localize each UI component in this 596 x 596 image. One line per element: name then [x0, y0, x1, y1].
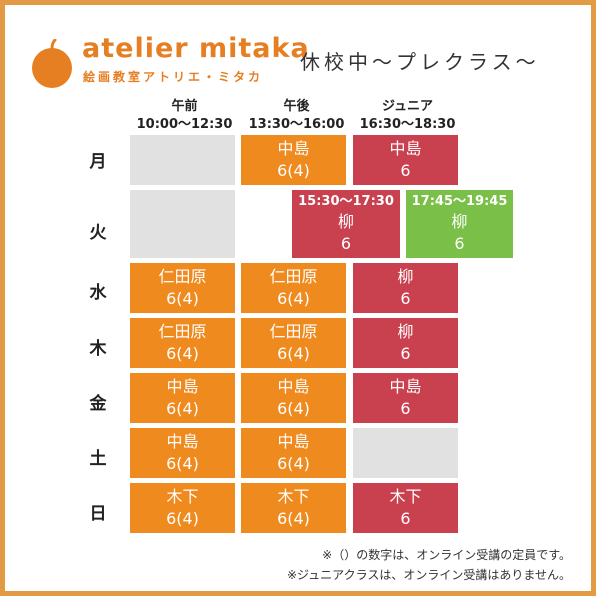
slot-time: 15:30〜17:30: [298, 194, 394, 209]
column-header-morning: 午前 10:00〜12:30: [127, 98, 242, 134]
slot-teacher: 木下: [277, 487, 310, 506]
slot-teacher: 中島: [277, 377, 310, 396]
column-time: 13:30〜16:00: [248, 117, 345, 132]
slot-teacher: 中島: [389, 139, 422, 158]
day-label-wed: 水: [89, 283, 107, 303]
day-label-sat: 土: [89, 449, 107, 469]
slot-capacity: 6(4): [277, 509, 310, 528]
slot-wed-morning[interactable]: 仁田原 6(4): [130, 263, 235, 313]
slot-teacher: 中島: [277, 139, 310, 158]
column-header-junior: ジュニア 16:30〜18:30: [350, 98, 465, 134]
slot-sun-junior[interactable]: 木下 6: [353, 483, 458, 533]
slot-mon-junior[interactable]: 中島 6: [353, 135, 458, 185]
slot-teacher: 中島: [277, 432, 310, 451]
slot-mon-afternoon[interactable]: 中島 6(4): [241, 135, 346, 185]
slot-thu-morning[interactable]: 仁田原 6(4): [130, 318, 235, 368]
slot-capacity: 6(4): [166, 454, 199, 473]
slot-time: 17:45〜19:45: [411, 194, 508, 209]
slot-teacher: 柳: [451, 212, 468, 231]
slot-wed-afternoon[interactable]: 仁田原 6(4): [241, 263, 346, 313]
slot-capacity: 6: [400, 399, 411, 418]
day-label-thu: 木: [89, 339, 107, 359]
slot-tue-red[interactable]: 15:30〜17:30 柳 6: [292, 190, 400, 258]
slot-capacity: 6: [340, 234, 352, 253]
slot-fri-morning[interactable]: 中島 6(4): [130, 373, 235, 423]
slot-capacity: 6(4): [166, 399, 199, 418]
slot-teacher: 中島: [166, 432, 199, 451]
slot-capacity: 6: [400, 344, 411, 363]
slot-mon-morning-empty: [130, 135, 235, 185]
slot-sun-afternoon[interactable]: 木下 6(4): [241, 483, 346, 533]
slot-capacity: 6(4): [277, 161, 310, 180]
brand-subtitle: 絵画教室アトリエ・ミタカ: [83, 70, 264, 84]
slot-capacity: 6(4): [277, 289, 310, 308]
column-name: ジュニア: [381, 99, 434, 114]
slot-teacher: 柳: [397, 267, 414, 286]
column-time: 16:30〜18:30: [359, 117, 456, 132]
slot-teacher: 中島: [389, 377, 422, 396]
apple-logo-icon: [32, 39, 72, 88]
slot-teacher: 木下: [166, 487, 199, 506]
slot-sat-afternoon[interactable]: 中島 6(4): [241, 428, 346, 478]
slot-capacity: 6(4): [277, 344, 310, 363]
slot-thu-junior[interactable]: 柳 6: [353, 318, 458, 368]
slot-teacher: 仁田原: [269, 322, 318, 341]
column-time: 10:00〜12:30: [136, 117, 233, 132]
slot-tue-morning-empty: [130, 190, 235, 258]
slot-teacher: 仁田原: [158, 322, 207, 341]
slot-tue-green[interactable]: 17:45〜19:45 柳 6: [406, 190, 513, 258]
slot-teacher: 柳: [397, 322, 414, 341]
slot-teacher: 仁田原: [158, 267, 207, 286]
slot-teacher: 中島: [166, 377, 199, 396]
footnote-online-capacity: ※（）の数字は、オンライン受講の定員です。: [322, 548, 571, 562]
slot-capacity: 6(4): [166, 289, 199, 308]
column-header-afternoon: 午後 13:30〜16:00: [239, 98, 354, 134]
slot-fri-afternoon[interactable]: 中島 6(4): [241, 373, 346, 423]
column-name: 午後: [283, 99, 310, 114]
day-label-tue: 火: [89, 223, 107, 243]
slot-capacity: 6: [400, 289, 411, 308]
slot-capacity: 6: [454, 234, 465, 253]
slot-thu-afternoon[interactable]: 仁田原 6(4): [241, 318, 346, 368]
slot-teacher: 仁田原: [269, 267, 318, 286]
slot-sat-junior-empty: [353, 428, 458, 478]
slot-capacity: 6(4): [166, 509, 199, 528]
slot-sun-morning[interactable]: 木下 6(4): [130, 483, 235, 533]
footnote-junior-online: ※ジュニアクラスは、オンライン受講はありません。: [286, 568, 571, 582]
slot-capacity: 6(4): [277, 454, 310, 473]
slot-capacity: 6: [400, 509, 411, 528]
slot-wed-junior[interactable]: 柳 6: [353, 263, 458, 313]
day-label-sun: 日: [89, 504, 107, 524]
page-subtitle: 休校中〜プレクラス〜: [300, 50, 540, 74]
slot-capacity: 6(4): [166, 344, 199, 363]
slot-capacity: 6(4): [277, 399, 310, 418]
schedule-card: atelier mitaka 絵画教室アトリエ・ミタカ 休校中〜プレクラス〜 午…: [5, 5, 591, 591]
slot-sat-morning[interactable]: 中島 6(4): [130, 428, 235, 478]
day-label-mon: 月: [89, 152, 107, 172]
slot-fri-junior[interactable]: 中島 6: [353, 373, 458, 423]
slot-teacher: 柳: [337, 212, 354, 231]
slot-capacity: 6: [400, 161, 411, 180]
brand-name: atelier mitaka: [82, 33, 310, 64]
column-name: 午前: [171, 99, 198, 114]
day-label-fri: 金: [89, 394, 107, 414]
slot-teacher: 木下: [389, 487, 422, 506]
